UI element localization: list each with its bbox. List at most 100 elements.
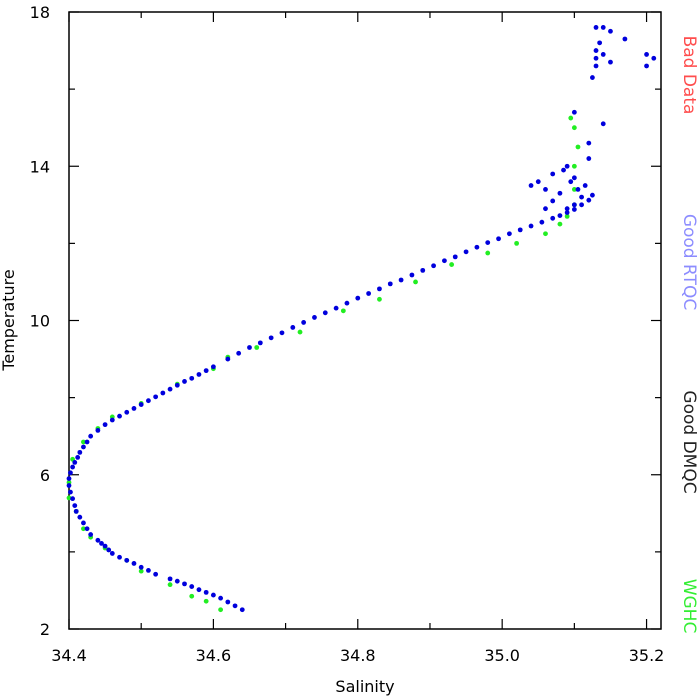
data-point xyxy=(568,115,574,121)
data-point xyxy=(496,236,501,242)
data-point xyxy=(138,402,144,407)
data-point xyxy=(72,460,78,465)
data-point xyxy=(442,258,447,264)
data-point xyxy=(160,390,166,396)
legend-entry: Good DMQC xyxy=(679,390,699,493)
data-point xyxy=(564,213,570,219)
data-point xyxy=(449,262,455,267)
plot-frame xyxy=(68,11,662,630)
data-point xyxy=(557,213,563,219)
data-point xyxy=(550,171,556,177)
data-point xyxy=(543,186,548,192)
data-point xyxy=(377,286,382,292)
data-point xyxy=(528,223,534,229)
data-point xyxy=(571,202,577,208)
data-point xyxy=(167,576,173,582)
data-point xyxy=(225,599,231,605)
data-point xyxy=(236,350,242,356)
data-point xyxy=(333,305,339,311)
data-point xyxy=(77,514,83,520)
data-point xyxy=(81,444,86,450)
data-point xyxy=(153,571,159,577)
data-point xyxy=(182,581,187,587)
data-point xyxy=(174,578,180,584)
data-point xyxy=(586,197,592,203)
data-point xyxy=(387,281,393,287)
data-point xyxy=(571,207,577,212)
data-point xyxy=(210,592,216,598)
data-point xyxy=(88,532,94,537)
data-point xyxy=(398,277,404,283)
series-good-dmqc xyxy=(66,25,657,613)
x-tick-label: 34.8 xyxy=(340,646,376,665)
data-point xyxy=(564,163,570,169)
data-point xyxy=(564,210,570,215)
data-point xyxy=(257,340,263,346)
data-point xyxy=(109,551,115,556)
y-tick-label: 6 xyxy=(40,466,50,485)
data-point xyxy=(575,144,581,150)
data-point xyxy=(247,345,252,350)
data-point xyxy=(539,219,545,225)
data-point xyxy=(579,194,584,200)
data-point xyxy=(153,394,159,400)
data-point xyxy=(463,249,469,255)
series-wghc xyxy=(66,115,581,613)
data-point xyxy=(182,379,187,384)
data-point xyxy=(355,295,361,301)
data-point xyxy=(297,329,303,335)
data-point xyxy=(340,308,346,314)
data-point xyxy=(124,409,130,415)
data-point xyxy=(600,121,606,127)
data-point xyxy=(571,109,577,115)
data-point xyxy=(88,433,94,439)
data-point xyxy=(593,55,599,61)
data-point xyxy=(66,476,72,482)
data-point xyxy=(146,567,151,573)
data-point xyxy=(99,540,104,546)
data-point xyxy=(543,206,548,212)
data-point xyxy=(528,183,534,188)
data-point xyxy=(644,52,649,57)
data-point xyxy=(84,439,90,445)
data-point xyxy=(225,356,231,362)
data-point xyxy=(117,413,122,419)
data-point xyxy=(167,386,173,392)
data-point xyxy=(413,279,418,285)
data-point xyxy=(571,125,577,131)
data-point xyxy=(431,263,436,269)
data-point xyxy=(575,186,581,192)
data-point xyxy=(84,526,90,532)
data-point xyxy=(203,598,209,604)
y-tick-label: 10 xyxy=(30,312,50,331)
data-point xyxy=(644,63,649,69)
data-point xyxy=(95,537,101,543)
y-axis: 2 6 10 14 18 xyxy=(30,3,661,639)
data-point xyxy=(109,417,115,423)
data-point xyxy=(564,206,570,212)
data-point xyxy=(593,25,599,30)
x-tick-label: 35.2 xyxy=(629,646,665,665)
data-point xyxy=(593,63,599,69)
x-axis-title: Salinity xyxy=(335,677,394,696)
data-point xyxy=(239,607,245,613)
data-point xyxy=(196,587,202,593)
data-point xyxy=(95,428,101,433)
data-point xyxy=(543,231,548,237)
data-point xyxy=(167,582,173,588)
data-point xyxy=(203,368,209,374)
data-point xyxy=(590,75,595,80)
data-point xyxy=(571,186,577,192)
data-point xyxy=(420,267,426,273)
data-point xyxy=(131,561,137,566)
data-point xyxy=(409,272,415,278)
data-point xyxy=(81,526,86,532)
data-point xyxy=(189,584,195,589)
data-point xyxy=(146,398,151,404)
data-point xyxy=(68,489,73,495)
data-point xyxy=(597,40,603,46)
legend-entry: Bad Data xyxy=(679,36,699,115)
data-point xyxy=(75,454,81,460)
data-point xyxy=(622,36,628,42)
